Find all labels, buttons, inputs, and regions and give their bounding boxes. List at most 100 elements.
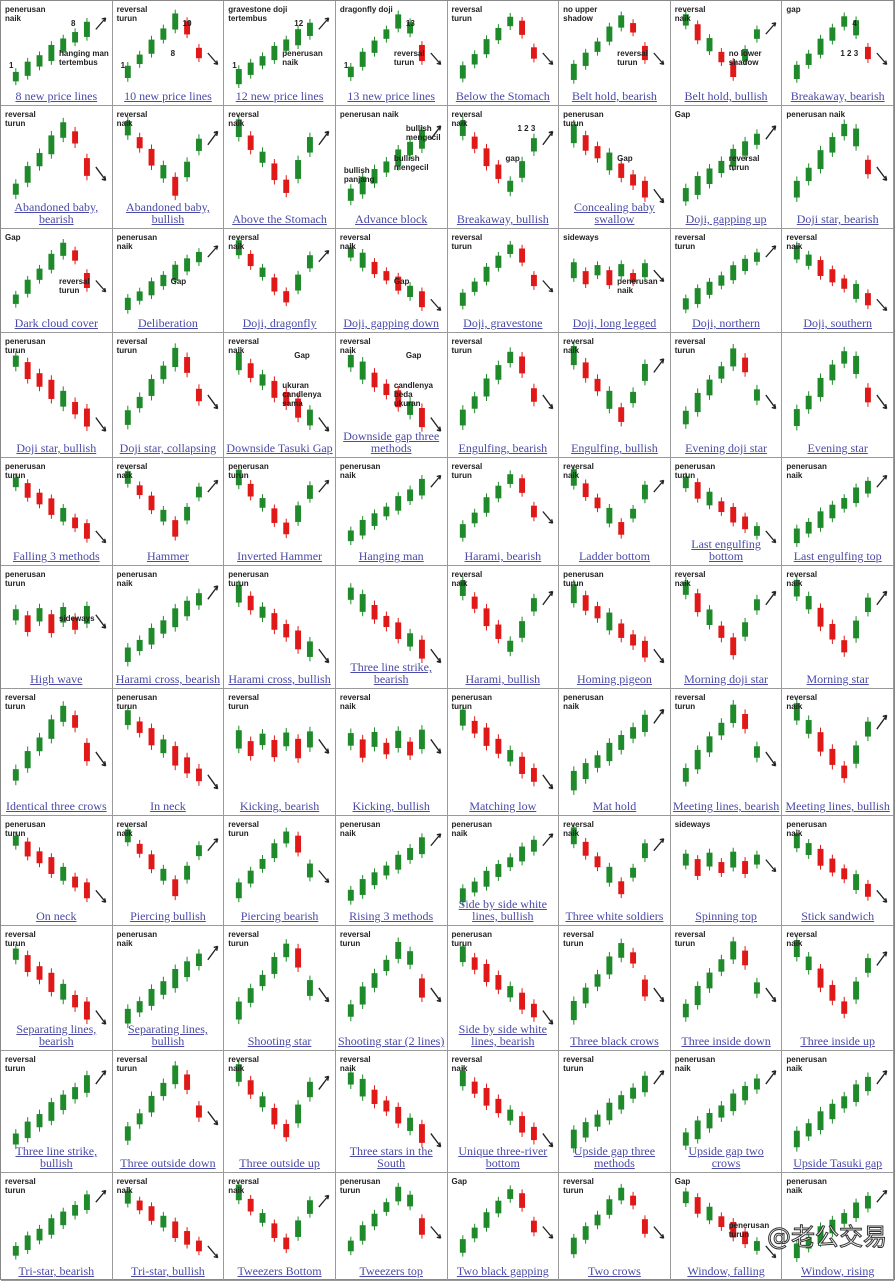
pattern-link[interactable]: Shooting star (2 lines)	[338, 1034, 445, 1048]
pattern-link[interactable]: Tri-star, bearish	[18, 1264, 95, 1278]
pattern-link[interactable]: Three stars in the South	[349, 1144, 433, 1170]
pattern-link[interactable]: Window, rising	[800, 1264, 875, 1278]
pattern-link[interactable]: Separating lines, bullish	[127, 1022, 208, 1048]
pattern-link[interactable]: Doji star, bearish	[796, 212, 879, 226]
pattern-link[interactable]: Hanging man	[358, 549, 424, 563]
pattern-link[interactable]: Upside gap three methods	[573, 1144, 656, 1170]
pattern-link[interactable]: Doji, gravestone	[463, 316, 543, 330]
pattern-link[interactable]: Evening doji star	[685, 441, 768, 455]
pattern-link[interactable]: Concealing baby swallow	[573, 200, 655, 226]
pattern-link[interactable]: Window, falling	[687, 1264, 765, 1278]
pattern-link[interactable]: Abandoned baby, bullish	[126, 200, 210, 226]
pattern-link[interactable]: Rising 3 methods	[349, 909, 434, 923]
pattern-link[interactable]: Three line strike, bullish	[15, 1144, 98, 1170]
pattern-link[interactable]: Hammer	[146, 549, 189, 563]
candlestick-chart	[682, 245, 777, 314]
pattern-link[interactable]: Last engulfing bottom	[691, 537, 761, 563]
pattern-link[interactable]: 13 new price lines	[347, 89, 435, 103]
pattern-link[interactable]: Harami, bearish	[464, 549, 542, 563]
pattern-link[interactable]: On neck	[36, 909, 77, 923]
pattern-link[interactable]: Piercing bearish	[240, 909, 319, 923]
pattern-link[interactable]: Downside gap three methods	[343, 429, 440, 455]
pattern-link[interactable]: Two black gapping	[456, 1264, 549, 1278]
pattern-cell: penerusan turun On neck	[1, 816, 113, 926]
bearish-candle	[829, 854, 836, 877]
pattern-link[interactable]: Three outside up	[239, 1156, 320, 1170]
pattern-link[interactable]: Above the Stomach	[232, 212, 327, 226]
pattern-link[interactable]: Breakaway, bullish	[456, 212, 549, 226]
pattern-link[interactable]: Evening star	[807, 441, 868, 455]
bearish-candle	[83, 878, 90, 903]
pattern-link[interactable]: Doji, southern	[803, 316, 873, 330]
pattern-link[interactable]: Meeting lines, bearish	[672, 799, 780, 813]
pattern-link[interactable]: Separating lines, bearish	[16, 1022, 97, 1048]
pattern-link[interactable]: Doji star, collapsing	[119, 441, 217, 455]
pattern-link[interactable]: Harami, bullish	[465, 672, 541, 686]
pattern-link[interactable]: Belt hold, bearish	[571, 89, 657, 103]
pattern-link[interactable]: Ladder bottom	[578, 549, 650, 563]
pattern-link[interactable]: Falling 3 methods	[12, 549, 100, 563]
pattern-link[interactable]: Three inside down	[681, 1034, 771, 1048]
pattern-link[interactable]: Homing pigeon	[576, 672, 652, 686]
pattern-link[interactable]: Below the Stomach	[455, 89, 550, 103]
pattern-link[interactable]: Advance block	[355, 212, 428, 226]
pattern-link[interactable]: Doji, gapping down	[343, 316, 440, 330]
pattern-link[interactable]: Two crows	[588, 1264, 641, 1278]
pattern-link[interactable]: Unique three-river bottom	[458, 1144, 548, 1170]
pattern-link[interactable]: Morning doji star	[684, 672, 769, 686]
bullish-candle	[606, 1098, 613, 1125]
pattern-link[interactable]: Last engulfing top	[793, 549, 882, 563]
pattern-link[interactable]: Meeting lines, bullish	[785, 799, 890, 813]
pattern-link[interactable]: Inverted Hammer	[237, 549, 323, 563]
pattern-link[interactable]: Harami cross, bearish	[115, 672, 221, 686]
bullish-candle	[60, 1090, 67, 1115]
pattern-link[interactable]: Doji, gapping up	[685, 212, 767, 226]
pattern-link[interactable]: Doji star, bullish	[16, 441, 97, 455]
pattern-link[interactable]: Three outside down	[120, 1156, 216, 1170]
pattern-link[interactable]: Tweezers top	[359, 1264, 423, 1278]
pattern-link[interactable]: Dark cloud cover	[14, 316, 98, 330]
pattern-link[interactable]: Side by side white lines, bearish	[458, 1022, 547, 1048]
pattern-link[interactable]: Kicking, bearish	[239, 799, 320, 813]
candlestick-chart	[682, 1187, 777, 1259]
pattern-link[interactable]: Matching low	[469, 799, 537, 813]
pattern-link[interactable]: 10 new price lines	[124, 89, 212, 103]
pattern-link[interactable]: In neck	[150, 799, 186, 813]
pattern-link[interactable]: Three line strike, bearish	[350, 660, 432, 686]
pattern-link[interactable]: 12 new price lines	[235, 89, 324, 103]
pattern-link[interactable]: Tri-star, bullish	[131, 1264, 205, 1278]
pattern-link[interactable]: Identical three crows	[6, 799, 107, 813]
pattern-link[interactable]: Tweezers Bottom	[237, 1264, 322, 1278]
bullish-candle	[247, 58, 254, 79]
pattern-link[interactable]: Harami cross, bullish	[228, 672, 331, 686]
pattern-link[interactable]: Stick sandwich	[801, 909, 875, 923]
pattern-link[interactable]: Morning star	[806, 672, 869, 686]
bullish-candle	[682, 577, 689, 600]
bullish-candle	[12, 604, 19, 625]
pattern-link[interactable]: Piercing bullish	[130, 909, 206, 923]
pattern-link[interactable]: Upside Tasuki gap	[793, 1156, 883, 1170]
pattern-link[interactable]: Doji, dragonfly	[242, 316, 317, 330]
pattern-link[interactable]: High wave	[30, 672, 83, 686]
pattern-link[interactable]: Doji, northern	[692, 316, 761, 330]
pattern-link[interactable]: Engulfing, bearish	[458, 441, 548, 455]
pattern-link[interactable]: Three inside up	[800, 1034, 876, 1048]
pattern-link[interactable]: Kicking, bullish	[352, 799, 430, 813]
bullish-candle	[72, 1201, 79, 1220]
pattern-link[interactable]: Spinning top	[695, 909, 757, 923]
pattern-link[interactable]: Upside gap two crows	[688, 1144, 764, 1170]
pattern-link[interactable]: Deliberation	[137, 316, 198, 330]
pattern-link[interactable]: Three black crows	[570, 1034, 659, 1048]
pattern-link[interactable]: Doji, long legged	[572, 316, 657, 330]
pattern-link[interactable]: Shooting star	[247, 1034, 312, 1048]
pattern-link[interactable]: Side by side white lines, bullish	[458, 897, 547, 923]
pattern-link[interactable]: Downside Tasuki Gap	[226, 441, 333, 455]
pattern-link[interactable]: 8 new price lines	[15, 89, 98, 103]
pattern-link[interactable]: Three white soldiers	[565, 909, 664, 923]
pattern-link[interactable]: Mat hold	[592, 799, 637, 813]
bullish-candle	[853, 1198, 860, 1222]
pattern-link[interactable]: Abandoned baby, bearish	[14, 200, 99, 226]
pattern-link[interactable]: Breakaway, bearish	[790, 89, 885, 103]
pattern-link[interactable]: Engulfing, bullish	[571, 441, 658, 455]
pattern-link[interactable]: Belt hold, bullish	[684, 89, 768, 103]
